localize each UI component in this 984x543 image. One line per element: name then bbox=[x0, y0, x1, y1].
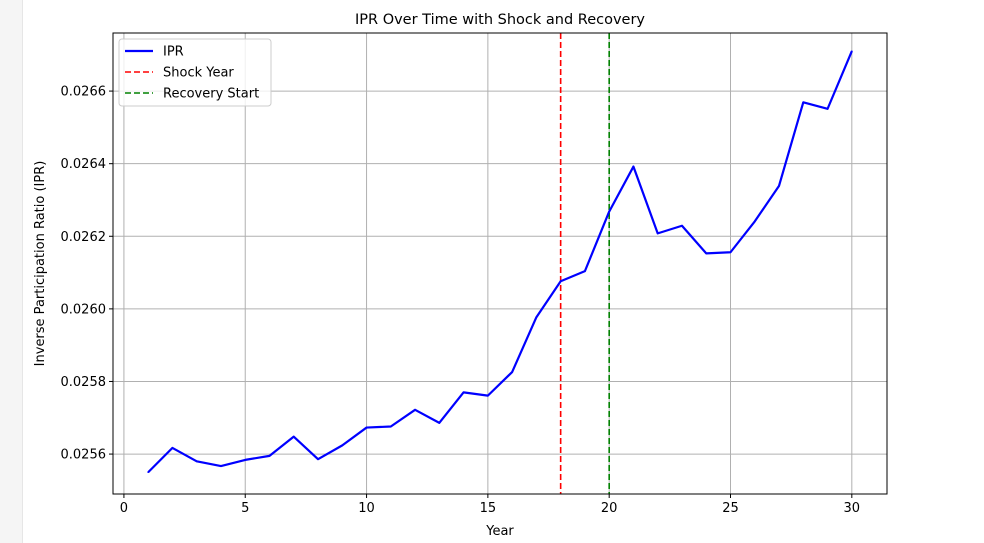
legend-box bbox=[118, 38, 272, 107]
data-point bbox=[147, 471, 149, 474]
data-point bbox=[511, 371, 513, 373]
x-tick-label: 20 bbox=[601, 501, 618, 516]
x-tick-label: 5 bbox=[241, 501, 249, 516]
data-point bbox=[171, 447, 174, 449]
data-point bbox=[292, 435, 295, 438]
data-point bbox=[438, 422, 441, 424]
data-point bbox=[390, 425, 392, 428]
y-tick-label: 0.0264 bbox=[61, 157, 107, 172]
data-point bbox=[365, 426, 368, 429]
x-tick-label: 0 bbox=[120, 501, 128, 516]
data-point bbox=[195, 460, 198, 463]
data-point bbox=[584, 270, 586, 272]
data-point bbox=[753, 220, 756, 223]
data-point bbox=[341, 444, 344, 447]
legend: IPR Shock Year Recovery Start bbox=[118, 38, 272, 107]
x-tick-label: 15 bbox=[480, 501, 497, 516]
x-axis-ticks: 0 5 10 15 20 25 30 bbox=[120, 494, 860, 516]
data-point bbox=[656, 232, 659, 235]
data-point bbox=[414, 408, 416, 411]
data-point bbox=[487, 394, 489, 397]
data-point bbox=[681, 224, 683, 227]
series-line-ipr bbox=[147, 50, 853, 473]
x-tick-label: 10 bbox=[358, 501, 375, 516]
y-axis-label: Inverse Participation Ratio (IPR) bbox=[33, 161, 48, 367]
data-point bbox=[705, 252, 708, 255]
data-point bbox=[268, 455, 271, 457]
data-point bbox=[802, 101, 805, 104]
data-point bbox=[244, 459, 247, 461]
data-point bbox=[317, 458, 319, 460]
data-point bbox=[608, 210, 610, 213]
legend-label: Recovery Start bbox=[163, 87, 259, 102]
x-tick-label: 25 bbox=[722, 501, 739, 516]
data-point bbox=[559, 280, 562, 283]
data-point bbox=[535, 316, 538, 319]
x-axis-label: Year bbox=[485, 524, 514, 539]
data-point bbox=[826, 108, 829, 110]
y-tick-label: 0.0260 bbox=[61, 302, 107, 317]
chart-title: IPR Over Time with Shock and Recovery bbox=[355, 12, 645, 28]
data-point bbox=[729, 251, 732, 254]
y-tick-label: 0.0256 bbox=[61, 448, 107, 463]
data-point bbox=[462, 391, 465, 394]
y-tick-label: 0.0258 bbox=[61, 375, 107, 390]
left-side-strip bbox=[0, 0, 23, 543]
series-lines bbox=[147, 50, 853, 474]
grid-lines bbox=[113, 33, 887, 494]
y-tick-label: 0.0262 bbox=[61, 230, 107, 245]
data-point bbox=[851, 50, 853, 52]
x-tick-label: 30 bbox=[844, 501, 861, 516]
y-tick-label: 0.0266 bbox=[61, 85, 107, 100]
data-point bbox=[632, 165, 635, 168]
data-point bbox=[778, 185, 780, 187]
y-axis-ticks: 0.0256 0.0258 0.0260 0.0262 0.0264 0.0266 bbox=[61, 85, 113, 463]
plot-frame bbox=[112, 32, 888, 495]
vertical-marker-lines bbox=[559, 33, 610, 494]
legend-label: Shock Year bbox=[163, 66, 234, 81]
legend-label: IPR bbox=[163, 45, 184, 60]
data-point bbox=[220, 465, 222, 467]
